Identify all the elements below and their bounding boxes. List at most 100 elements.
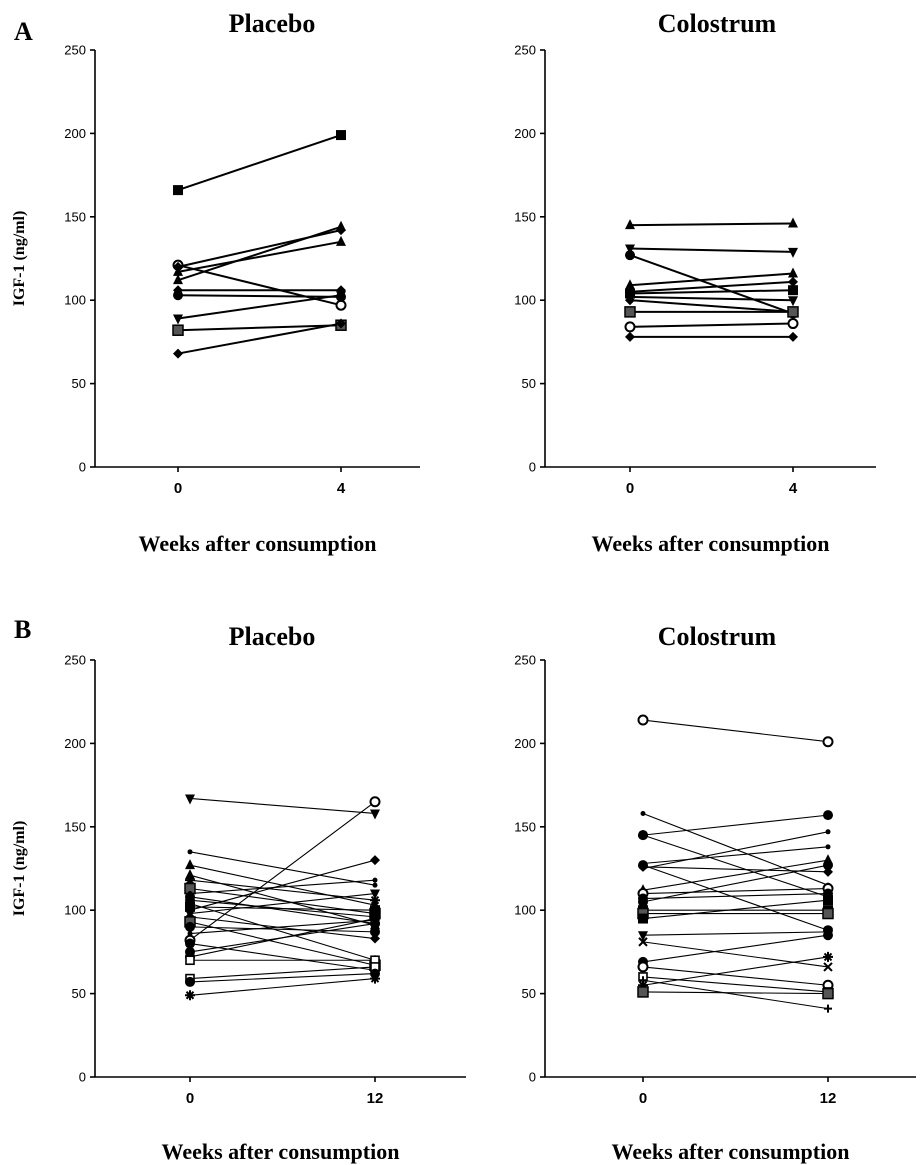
y-tick-label: 0	[79, 1070, 86, 1085]
series-line	[638, 937, 833, 972]
series-segment	[177, 134, 342, 192]
data-point-marker	[824, 1004, 832, 1013]
series-segment	[177, 324, 342, 332]
x-tick-label: 12	[367, 1090, 384, 1107]
series-segment	[642, 931, 829, 936]
data-point-marker	[625, 295, 635, 306]
series-line	[640, 844, 831, 866]
data-point-marker	[172, 324, 184, 336]
data-point-marker	[187, 849, 193, 855]
series-line	[625, 292, 798, 307]
y-tick-label: 50	[72, 376, 86, 391]
series-line	[185, 921, 380, 937]
data-point-marker	[185, 875, 195, 886]
series-segment	[189, 926, 376, 933]
chart-title: Colostrum	[658, 622, 777, 651]
series-line	[173, 285, 346, 296]
y-tick-label: 50	[522, 376, 536, 391]
series-line	[184, 882, 381, 920]
x-tick-label: 4	[337, 480, 346, 497]
data-point-marker	[638, 937, 648, 947]
x-tick-label: 12	[820, 1090, 837, 1107]
series-segment	[189, 859, 376, 911]
data-point-marker	[637, 714, 649, 726]
data-point-marker	[370, 973, 380, 984]
data-point-marker	[823, 962, 833, 972]
data-point-marker	[638, 830, 648, 841]
data-point-marker	[624, 306, 636, 318]
data-point-marker	[173, 265, 183, 276]
y-tick-label: 100	[514, 903, 536, 918]
x-axis-label: Weeks after consumption	[162, 1139, 400, 1164]
y-tick-label: 150	[64, 209, 86, 224]
series-line	[625, 244, 798, 258]
series-line	[184, 916, 381, 971]
data-point-marker	[788, 276, 798, 287]
series-line	[638, 810, 833, 841]
series-line	[185, 973, 380, 1001]
data-point-marker	[336, 318, 346, 329]
y-tick-label: 150	[514, 209, 536, 224]
y-axis-label: IGF-1 (ng/ml)	[11, 211, 28, 307]
data-point-marker	[638, 980, 648, 991]
data-point-marker	[823, 895, 833, 906]
series-segment	[642, 899, 829, 920]
data-point-marker	[640, 866, 646, 871]
data-point-marker	[336, 220, 346, 231]
series-segment	[642, 834, 829, 898]
series-line	[173, 318, 346, 359]
panel-label-a: A	[14, 17, 33, 46]
series-segment	[189, 918, 376, 958]
data-point-marker	[625, 331, 635, 342]
data-point-marker	[372, 877, 378, 883]
series-line	[637, 961, 834, 991]
data-point-marker	[787, 306, 799, 318]
series-line	[638, 951, 833, 991]
series-segment	[642, 831, 829, 870]
y-tick-label: 200	[514, 736, 536, 751]
x-tick-label: 4	[789, 480, 798, 497]
series-segment	[189, 919, 376, 935]
series-line	[173, 291, 346, 325]
data-point-marker	[624, 321, 636, 333]
series-segment	[642, 864, 829, 903]
data-point-marker	[637, 961, 649, 973]
data-point-marker	[370, 889, 380, 900]
chart-panel-3: Placebo 0 50 100 150 200 250 0 12 Weeks after con…	[11, 622, 466, 1164]
series-segment	[642, 859, 829, 891]
series-line	[185, 794, 380, 820]
data-point-marker	[823, 951, 833, 962]
chart-panel-2: Colostrum 0 50 100 150 200 250 0 4 Weeks after co…	[514, 9, 876, 556]
series-line	[638, 860, 833, 907]
chart-panel-4: Colostrum 0 50 100 150 200 250 0 12 Weeks after c…	[514, 622, 916, 1164]
series-segment	[189, 892, 376, 915]
series-segment	[642, 719, 829, 743]
series-segment	[189, 903, 376, 961]
series-segment	[189, 978, 376, 996]
data-point-marker	[625, 250, 635, 261]
y-tick-label: 200	[514, 126, 536, 141]
data-point-marker	[638, 896, 648, 907]
chart-title: Placebo	[229, 9, 316, 38]
data-point-marker	[637, 986, 649, 998]
data-point-marker	[336, 291, 346, 302]
data-point-marker	[822, 987, 834, 1000]
series-line	[625, 331, 798, 342]
data-point-marker	[788, 247, 798, 258]
data-point-marker	[638, 931, 648, 942]
series-line	[173, 220, 346, 285]
y-tick-label: 250	[514, 43, 536, 58]
series-segment	[642, 812, 829, 886]
series-segment	[189, 943, 376, 971]
data-point-marker	[788, 331, 798, 342]
series-segment	[629, 272, 794, 287]
series-line	[637, 986, 834, 1000]
chart-panel-1: Placebo 0 50 100 150 200 250 0 4 Weeks after cons…	[11, 9, 420, 556]
series-segment	[189, 801, 376, 941]
series-segment	[642, 991, 829, 995]
x-axis-label: Weeks after consumption	[139, 531, 377, 556]
series-segment	[642, 966, 829, 986]
data-point-marker	[335, 299, 347, 311]
data-point-marker	[185, 921, 195, 932]
